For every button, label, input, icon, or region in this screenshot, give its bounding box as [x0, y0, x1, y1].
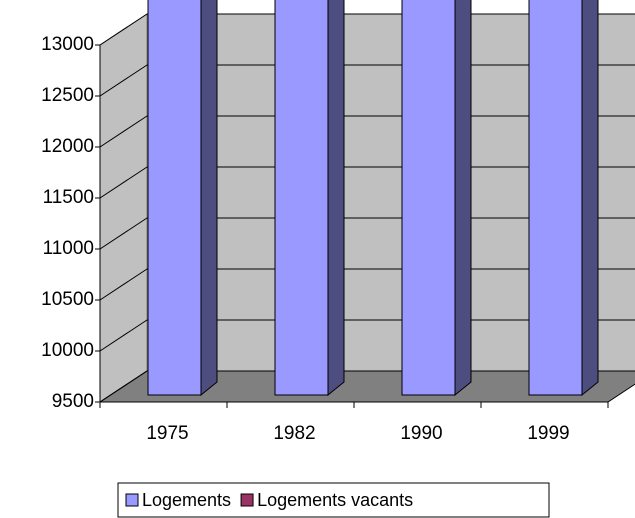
bar-front	[147, 0, 202, 396]
y-tick-label: 10500	[41, 289, 94, 310]
y-tick-label: 9500	[52, 391, 94, 412]
bar-segment	[274, 0, 345, 397]
y-tick-label: 13000	[41, 34, 94, 55]
bar-segment	[147, 0, 218, 397]
grid-line	[99, 370, 148, 403]
side-wall	[99, 13, 148, 403]
bar-front	[528, 0, 583, 396]
bars	[147, 0, 599, 397]
x-tick-label: 1982	[273, 423, 315, 444]
x-tick-label: 1999	[527, 423, 569, 444]
grid-line	[99, 13, 148, 46]
grid-line	[99, 115, 148, 148]
bar-segment	[528, 0, 599, 397]
bar-segment	[401, 0, 472, 397]
grid-line	[99, 319, 148, 352]
grid-line	[99, 268, 148, 301]
grid-line	[99, 166, 148, 199]
bar-side	[327, 0, 345, 397]
grid-line	[99, 217, 148, 250]
plot-walls	[98, 13, 635, 403]
grid-line	[99, 64, 148, 97]
legend-box	[117, 482, 550, 518]
legend-label: Logements	[142, 490, 231, 510]
y-tick-label: 11000	[43, 238, 94, 259]
bar-side	[581, 0, 599, 397]
y-tick-label: 10000	[41, 340, 94, 361]
legend-swatch	[240, 493, 254, 507]
x-tick-label: 1975	[146, 423, 188, 444]
y-tick-label: 12000	[41, 136, 94, 157]
y-tick-label: 12500	[41, 85, 94, 106]
legend: Logements Logements vacants	[117, 482, 550, 518]
bar-front	[274, 0, 329, 396]
bar-side	[200, 0, 218, 397]
bar-front	[401, 0, 456, 396]
legend-swatch	[125, 493, 139, 507]
labels: 9500 10000 10500 11000 11500 12000 12500 13000 1…	[41, 34, 569, 444]
x-tick-label: 1990	[400, 423, 442, 444]
y-tick-label: 11500	[43, 187, 94, 208]
bar-side	[454, 0, 472, 397]
legend-label: Logements vacants	[257, 490, 413, 510]
